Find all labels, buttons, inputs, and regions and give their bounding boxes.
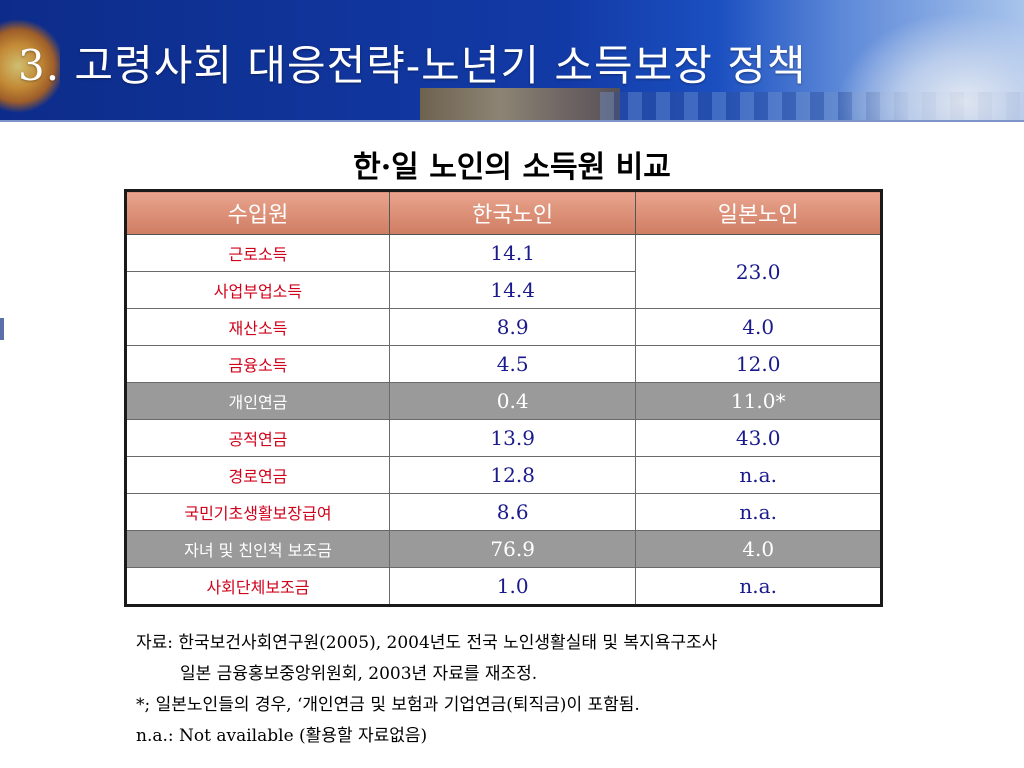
row-source: 공적연금 xyxy=(125,419,390,457)
row-source: 근로소득 xyxy=(125,234,390,272)
table-row: 국민기초생활보장급여 8.6 n.a. xyxy=(125,493,882,531)
row-korea-value: 1.0 xyxy=(388,567,637,606)
row-source: 경로연금 xyxy=(125,456,390,494)
row-source: 사업부업소득 xyxy=(125,271,390,309)
note-na: n.a.: Not available (활용할 자료없음) xyxy=(136,726,428,746)
row-japan-value: n.a. xyxy=(635,456,882,494)
source-notes: 자료: 한국보건사회연구원(2005), 2004년도 전국 노인생활실태 및 … xyxy=(136,628,717,752)
table-row: 사업부업소득 14.4 xyxy=(125,271,882,309)
row-korea-value: 0.4 xyxy=(388,382,637,420)
row-japan-value: 23.0 xyxy=(635,234,882,309)
row-japan-value: n.a. xyxy=(635,567,882,606)
table-row: 금융소득 4.5 12.0 xyxy=(125,345,882,383)
row-korea-value: 8.6 xyxy=(388,493,637,531)
row-japan-value: 11.0* xyxy=(635,382,882,420)
row-japan-value: n.a. xyxy=(635,493,882,531)
row-japan-value: 12.0 xyxy=(635,345,882,383)
table-title: 한·일 노인의 소득원 비교 xyxy=(353,150,671,185)
row-source: 금융소득 xyxy=(125,345,390,383)
row-source: 재산소득 xyxy=(125,308,390,346)
table-row-highlighted: 자녀 및 친인척 보조금 76.9 4.0 xyxy=(125,530,882,568)
table-row: 경로연금 12.8 n.a. xyxy=(125,456,882,494)
note-asterisk: *; 일본노인들의 경우, ‘개인연금 및 보험과 기업연금(퇴직금)이 포함됨… xyxy=(136,695,640,715)
banner-decoration xyxy=(820,0,1024,120)
table-row: 재산소득 8.9 4.0 xyxy=(125,308,882,346)
row-korea-value: 4.5 xyxy=(388,345,637,383)
row-japan-value: 4.0 xyxy=(635,308,882,346)
edge-marker xyxy=(0,318,4,340)
row-source: 국민기초생활보장급여 xyxy=(125,493,390,531)
row-korea-value: 12.8 xyxy=(388,456,637,494)
row-korea-value: 76.9 xyxy=(388,530,637,568)
banner-decoration xyxy=(0,0,60,120)
header-korea: 한국노인 xyxy=(388,190,637,235)
note-source-japan: 일본 금융홍보중앙위원회, 2003년 자료를 재조정. xyxy=(180,664,538,684)
row-korea-value: 14.1 xyxy=(388,234,637,272)
row-source: 개인연금 xyxy=(125,382,390,420)
banner-decoration xyxy=(420,88,620,120)
row-korea-value: 8.9 xyxy=(388,308,637,346)
slide-title: 3. 고령사회 대응전략-노년기 소득보장 정책 xyxy=(18,41,807,90)
row-japan-value: 4.0 xyxy=(635,530,882,568)
row-japan-value: 43.0 xyxy=(635,419,882,457)
row-korea-value: 14.4 xyxy=(388,271,637,309)
table-header-row: 수입원 한국노인 일본노인 xyxy=(125,190,882,235)
divider xyxy=(0,120,1024,122)
row-source: 자녀 및 친인척 보조금 xyxy=(125,530,390,568)
header-income-source: 수입원 xyxy=(125,190,390,235)
table-row: 사회단체보조금 1.0 n.a. xyxy=(125,567,882,606)
table-row: 근로소득 14.1 23.0 xyxy=(125,234,882,309)
row-source: 사회단체보조금 xyxy=(125,567,390,606)
table-row-highlighted: 개인연금 0.4 11.0* xyxy=(125,382,882,420)
header-japan: 일본노인 xyxy=(635,190,882,235)
note-source: 자료: 한국보건사회연구원(2005), 2004년도 전국 노인생활실태 및 … xyxy=(136,633,718,653)
income-comparison-table: 수입원 한국노인 일본노인 근로소득 14.1 23.0 사업부업소득 14.4… xyxy=(124,189,883,607)
title-banner: 3. 고령사회 대응전략-노년기 소득보장 정책 xyxy=(0,0,1024,120)
row-korea-value: 13.9 xyxy=(388,419,637,457)
table-row: 공적연금 13.9 43.0 xyxy=(125,419,882,457)
